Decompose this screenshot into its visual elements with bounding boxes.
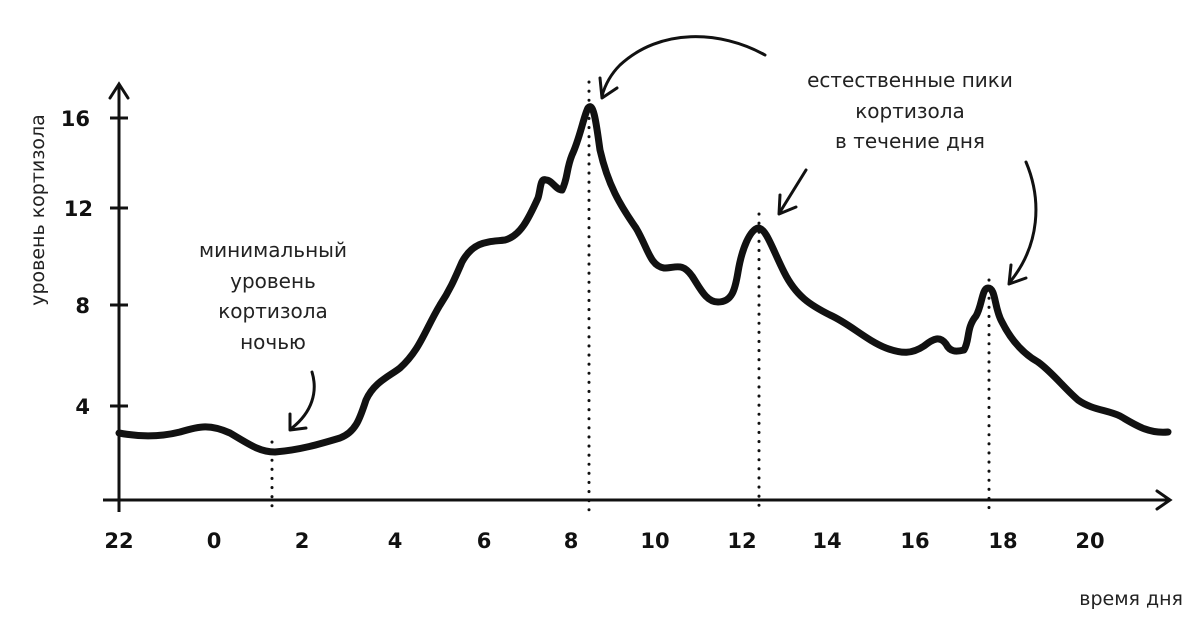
- x-tick-16: 16: [900, 529, 929, 553]
- reference-lines: [270, 80, 991, 514]
- y-axis: 16 12 8 4 уровень кортизола: [27, 81, 130, 512]
- night-annotation: минимальный уровень кортизола ночью: [199, 238, 347, 432]
- peak1-arrow-icon: [600, 35, 767, 98]
- x-tick-0: 0: [207, 529, 222, 553]
- x-tick-8: 8: [564, 529, 579, 553]
- x-tick-2: 2: [295, 529, 310, 553]
- y-axis-arrow-icon: [108, 81, 130, 100]
- y-tick-16: 16: [61, 107, 90, 131]
- x-axis: 22 0 2 4 6 8 10 12 14 16 18 20 время дня: [103, 489, 1183, 610]
- peak3-arrow-icon: [1008, 160, 1038, 284]
- night-annotation-line-4: ночью: [240, 330, 306, 354]
- night-annotation-line-3: кортизола: [218, 299, 328, 323]
- peaks-annotation-line-1: естественные пики: [807, 68, 1013, 92]
- x-tick-20: 20: [1075, 529, 1104, 553]
- x-tick-22: 22: [104, 529, 133, 553]
- y-axis-title: уровень кортизола: [27, 114, 49, 306]
- x-axis-title: время дня: [1079, 588, 1183, 610]
- x-tick-4: 4: [388, 529, 403, 553]
- y-tick-8: 8: [75, 294, 90, 318]
- x-tick-10: 10: [640, 529, 669, 553]
- peaks-annotation-line-3: в течение дня: [835, 129, 985, 153]
- peaks-annotation-line-2: кортизола: [855, 99, 965, 123]
- y-tick-4: 4: [75, 395, 90, 419]
- x-axis-arrow-icon: [1155, 489, 1173, 511]
- night-arrow-icon: [290, 370, 316, 430]
- night-annotation-line-1: минимальный: [199, 238, 347, 262]
- peak2-arrow-icon: [778, 168, 808, 214]
- night-annotation-line-2: уровень: [230, 269, 316, 293]
- cortisol-curve: [115, 103, 1172, 456]
- x-tick-12: 12: [727, 529, 756, 553]
- x-tick-18: 18: [988, 529, 1017, 553]
- x-tick-14: 14: [812, 529, 841, 553]
- y-tick-12: 12: [64, 197, 93, 221]
- x-tick-6: 6: [477, 529, 492, 553]
- peaks-annotation: естественные пики кортизола в течение дн…: [598, 35, 1038, 286]
